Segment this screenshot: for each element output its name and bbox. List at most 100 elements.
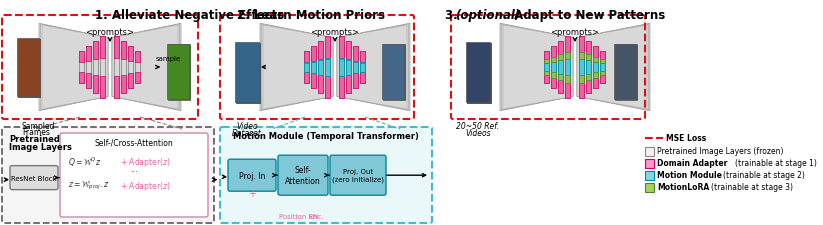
Bar: [565, 76, 570, 83]
Text: <prompts>: <prompts>: [310, 28, 360, 37]
Text: <prompts>: <prompts>: [86, 28, 134, 37]
Bar: [579, 76, 584, 83]
Bar: [305, 52, 309, 84]
Text: Frames: Frames: [22, 127, 50, 136]
Bar: [551, 47, 556, 89]
Bar: [593, 73, 598, 78]
Bar: [551, 62, 556, 74]
Bar: [94, 42, 99, 60]
Text: Image Layers: Image Layers: [9, 142, 72, 151]
Polygon shape: [112, 26, 178, 110]
Bar: [354, 61, 359, 73]
FancyBboxPatch shape: [10, 166, 58, 190]
Polygon shape: [260, 24, 333, 111]
Text: Pretrained Image Layers (frozen): Pretrained Image Layers (frozen): [657, 147, 783, 156]
Bar: [551, 74, 556, 89]
Bar: [311, 47, 317, 61]
Bar: [354, 47, 359, 89]
Bar: [235, 43, 259, 103]
Bar: [326, 58, 331, 76]
Polygon shape: [112, 24, 181, 111]
Bar: [559, 42, 564, 60]
Bar: [326, 77, 331, 99]
Bar: [128, 47, 133, 61]
Bar: [565, 37, 570, 99]
Polygon shape: [42, 26, 108, 110]
Bar: [319, 42, 323, 60]
Bar: [326, 37, 331, 58]
Bar: [645, 147, 654, 156]
Bar: [346, 42, 351, 60]
Text: ResNet Block: ResNet Block: [12, 175, 57, 181]
Bar: [565, 37, 570, 58]
Bar: [559, 61, 564, 75]
Polygon shape: [39, 24, 108, 111]
Bar: [94, 42, 99, 94]
Bar: [114, 77, 119, 99]
Bar: [559, 55, 564, 61]
Bar: [545, 63, 550, 72]
Text: $+$ Adapter$(z)$: $+$ Adapter$(z)$: [120, 179, 170, 192]
Bar: [311, 47, 317, 89]
Bar: [17, 39, 39, 97]
Bar: [579, 52, 584, 60]
Bar: [601, 60, 606, 63]
Bar: [565, 52, 570, 60]
Bar: [122, 75, 127, 94]
Bar: [601, 72, 606, 84]
Bar: [645, 183, 654, 192]
Text: +: +: [248, 188, 256, 198]
Bar: [326, 60, 331, 77]
Text: Proj. In: Proj. In: [239, 171, 265, 180]
Bar: [384, 45, 406, 100]
Bar: [593, 62, 598, 74]
Polygon shape: [503, 26, 573, 110]
Bar: [168, 45, 190, 100]
Polygon shape: [337, 24, 410, 111]
Bar: [579, 37, 584, 58]
Bar: [551, 57, 556, 62]
Bar: [319, 60, 323, 74]
Text: Self-/Cross-Attention: Self-/Cross-Attention: [95, 138, 174, 147]
Bar: [122, 42, 127, 60]
Polygon shape: [337, 25, 408, 110]
Bar: [579, 60, 584, 77]
Bar: [587, 75, 592, 94]
Bar: [467, 43, 491, 103]
Bar: [100, 77, 105, 99]
Bar: [305, 72, 309, 84]
Bar: [593, 74, 598, 89]
Bar: [128, 47, 133, 89]
Bar: [100, 37, 105, 99]
Text: 2. Learn Motion Priors: 2. Learn Motion Priors: [237, 9, 385, 22]
Bar: [601, 52, 606, 63]
Bar: [559, 75, 564, 94]
Bar: [587, 42, 592, 94]
Text: Videos: Videos: [465, 128, 491, 137]
Bar: [169, 45, 190, 100]
Bar: [645, 171, 654, 180]
Bar: [340, 60, 345, 77]
Bar: [167, 44, 189, 99]
Bar: [354, 74, 359, 89]
Text: (optional): (optional): [455, 9, 520, 22]
Bar: [382, 44, 404, 99]
Bar: [601, 63, 606, 72]
Bar: [346, 60, 351, 74]
Bar: [305, 63, 309, 72]
FancyBboxPatch shape: [220, 127, 432, 223]
Bar: [601, 72, 606, 76]
Polygon shape: [501, 25, 573, 110]
Bar: [311, 74, 317, 89]
Bar: [354, 47, 359, 61]
Bar: [360, 63, 365, 72]
Bar: [319, 75, 323, 94]
FancyBboxPatch shape: [228, 160, 276, 191]
Bar: [305, 52, 309, 63]
Bar: [86, 74, 91, 89]
Bar: [346, 75, 351, 94]
Text: Sampled: Sampled: [22, 122, 55, 130]
Bar: [579, 77, 584, 99]
Bar: [122, 42, 127, 94]
Bar: [615, 45, 637, 100]
